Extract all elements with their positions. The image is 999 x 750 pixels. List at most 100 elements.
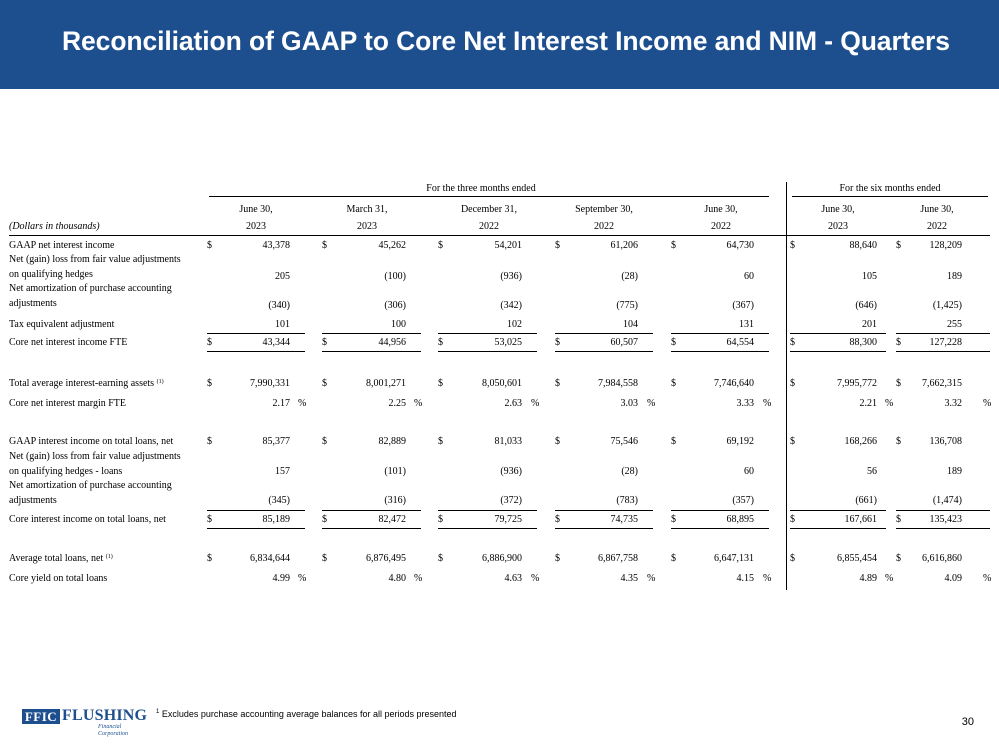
cell-value: 7,990,331	[250, 378, 290, 389]
header-rule-bottom	[9, 235, 990, 236]
cell-value: 69,192	[726, 436, 755, 447]
dollar-sign: $	[790, 514, 795, 525]
row-label: GAAP interest income on total loans, net	[9, 436, 174, 447]
cell-value: 4.15	[736, 573, 755, 584]
cell-value: 8,001,271	[366, 378, 406, 389]
column-date: September 30,	[575, 204, 633, 215]
cell-value: 205	[275, 271, 290, 282]
cell-value: 102	[507, 319, 522, 330]
row-label: Total average interest-earning assets (1…	[9, 378, 164, 390]
total-rule-bottom	[322, 528, 421, 529]
dollar-sign: $	[896, 514, 901, 525]
total-rule-top	[790, 333, 886, 334]
header-three-months: For the three months ended	[426, 183, 536, 194]
cell-value: 6,855,454	[837, 553, 877, 564]
total-rule-bottom	[207, 351, 305, 352]
column-year: 2022	[479, 221, 499, 232]
total-rule-bottom	[322, 351, 421, 352]
cell-value: 6,834,644	[250, 553, 290, 564]
cell-value: 54,201	[494, 240, 523, 251]
cell-value: 131	[739, 319, 754, 330]
cell-value: 128,209	[929, 240, 963, 251]
dollar-sign: $	[555, 553, 560, 564]
title-banner: Reconciliation of GAAP to Core Net Inter…	[0, 0, 999, 89]
total-rule-top	[671, 510, 769, 511]
column-date: June 30,	[704, 204, 738, 215]
dollar-sign: $	[438, 337, 443, 348]
footnote: 1 Excludes purchase accounting average b…	[156, 709, 457, 720]
cell-value: 6,886,900	[482, 553, 522, 564]
cell-value: 7,746,640	[714, 378, 754, 389]
row-label: Core net interest margin FTE	[9, 398, 127, 409]
dollar-sign: $	[671, 553, 676, 564]
cell-value: 43,378	[262, 240, 291, 251]
column-year: 2023	[246, 221, 266, 232]
cell-value: 8,050,601	[482, 378, 522, 389]
percent-sign: %	[763, 573, 772, 584]
cell-value: 104	[623, 319, 638, 330]
header-rule-three	[209, 196, 769, 197]
cell-value: 60	[744, 466, 754, 477]
row-label: Average total loans, net (1)	[9, 553, 113, 565]
cell-value: 61,206	[610, 240, 639, 251]
column-year: 2022	[594, 221, 614, 232]
total-rule-top	[322, 510, 421, 511]
column-year: 2023	[828, 221, 848, 232]
row-label: Core interest income on total loans, net	[9, 514, 166, 525]
cell-value: 53,025	[494, 337, 523, 348]
cell-value: 135,423	[929, 514, 963, 525]
cell-value: 101	[275, 319, 290, 330]
cell-value: (661)	[855, 495, 877, 506]
total-rule-bottom	[555, 528, 653, 529]
percent-sign: %	[647, 573, 656, 584]
row-label-continued: adjustments	[9, 495, 57, 506]
total-rule-top	[438, 510, 537, 511]
footnote-text: Excludes purchase accounting average bal…	[161, 709, 457, 719]
cell-value: (101)	[384, 466, 406, 477]
dollar-sign: $	[322, 436, 327, 447]
percent-sign: %	[298, 573, 307, 584]
cell-value: 85,189	[262, 514, 291, 525]
row-label: Net amortization of purchase accounting	[9, 283, 172, 294]
cell-value: (936)	[500, 271, 522, 282]
cell-value: 2.63	[504, 398, 523, 409]
cell-value: (783)	[616, 495, 638, 506]
dollar-sign: $	[671, 240, 676, 251]
dollar-sign: $	[555, 378, 560, 389]
cell-value: (316)	[384, 495, 406, 506]
row-label-continued: on qualifying hedges	[9, 269, 93, 280]
dollar-sign: $	[896, 378, 901, 389]
page-number: 30	[961, 716, 974, 728]
percent-sign: %	[414, 398, 423, 409]
cell-value: 88,640	[849, 240, 878, 251]
percent-sign: %	[885, 398, 894, 409]
cell-value: (357)	[732, 495, 754, 506]
cell-value: (1,425)	[932, 300, 962, 311]
column-year: 2022	[711, 221, 731, 232]
cell-value: (306)	[384, 300, 406, 311]
dollar-sign: $	[790, 337, 795, 348]
total-rule-bottom	[555, 351, 653, 352]
footnote-ref: (1)	[156, 379, 164, 385]
percent-sign: %	[983, 398, 992, 409]
cell-value: (1,474)	[932, 495, 962, 506]
dollar-sign: $	[555, 240, 560, 251]
cell-value: 105	[862, 271, 877, 282]
period-divider	[786, 182, 787, 590]
units-label: (Dollars in thousands)	[9, 221, 100, 232]
cell-value: 56	[867, 466, 877, 477]
cell-value: 60	[744, 271, 754, 282]
dollar-sign: $	[322, 378, 327, 389]
cell-value: 2.17	[272, 398, 291, 409]
dollar-sign: $	[896, 240, 901, 251]
cell-value: 75,546	[610, 436, 639, 447]
dollar-sign: $	[790, 436, 795, 447]
cell-value: (28)	[621, 271, 638, 282]
cell-value: 64,554	[726, 337, 755, 348]
cell-value: 82,472	[378, 514, 407, 525]
cell-value: 6,867,758	[598, 553, 638, 564]
dollar-sign: $	[207, 514, 212, 525]
total-rule-top	[896, 333, 990, 334]
row-label: Net (gain) loss from fair value adjustme…	[9, 254, 181, 265]
dollar-sign: $	[671, 436, 676, 447]
